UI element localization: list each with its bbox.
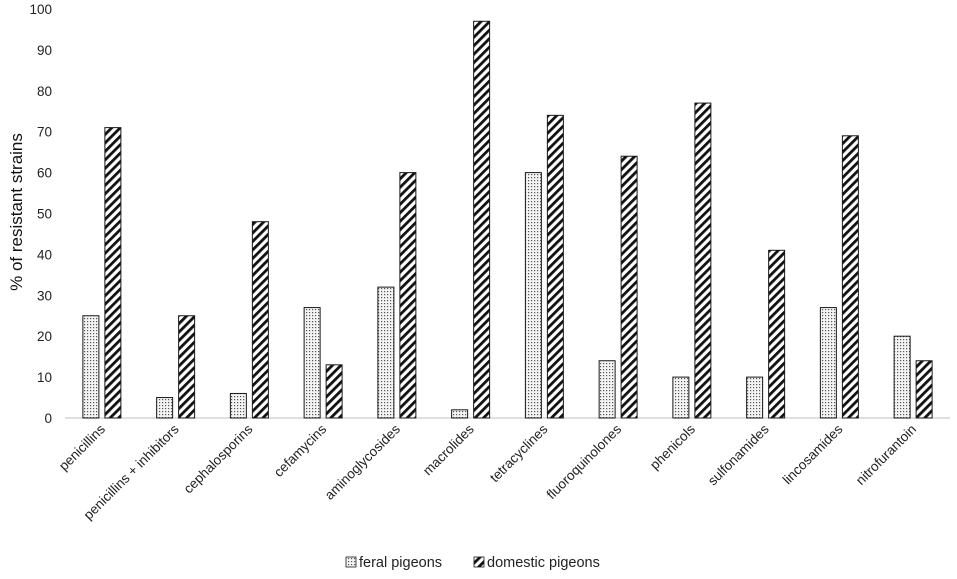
bar-domestic-7 — [620, 155, 638, 419]
bar-feral-2 — [229, 392, 247, 419]
bar-domestic-8 — [694, 102, 712, 419]
y-tick-label: 80 — [37, 84, 52, 99]
y-tick-label: 0 — [44, 411, 52, 426]
y-tick-label: 20 — [37, 329, 52, 344]
x-tick-label: penicillins — [56, 421, 108, 473]
bar-feral-5 — [451, 409, 469, 419]
bars — [82, 20, 933, 419]
bar-feral-6 — [524, 172, 542, 419]
legend-label-domestic: domestic pigeons — [487, 555, 600, 571]
x-tick-label: lincosamides — [780, 421, 846, 487]
bar-feral-1 — [156, 397, 174, 419]
bar-domestic-3 — [325, 364, 343, 419]
bar-domestic-2 — [251, 221, 269, 419]
bar-feral-3 — [303, 307, 321, 419]
y-axis: 0 10 20 30 40 50 60 70 80 90 100 — [29, 2, 52, 426]
bar-domestic-9 — [768, 249, 786, 419]
y-tick-label: 100 — [29, 2, 52, 17]
y-tick-label: 40 — [37, 247, 52, 262]
x-tick-label: sulfonamides — [705, 421, 772, 488]
legend-label-feral: feral pigeons — [359, 555, 442, 571]
bar-feral-9 — [746, 376, 764, 419]
x-tick-label: fluoroquinolones — [544, 421, 625, 502]
x-tick-label: cefamycins — [271, 421, 330, 480]
bar-feral-11 — [893, 335, 911, 419]
x-tick-label: macrolides — [420, 421, 477, 478]
bar-domestic-1 — [178, 315, 196, 419]
y-tick-label: 90 — [37, 43, 52, 58]
y-tick-label: 50 — [37, 207, 52, 222]
bar-feral-10 — [819, 307, 837, 419]
bar-domestic-11 — [915, 360, 933, 419]
legend: feral pigeons domestic pigeons — [345, 555, 600, 571]
x-tick-label: aminoglycosides — [322, 421, 403, 502]
bar-domestic-4 — [399, 172, 417, 419]
y-tick-label: 30 — [37, 288, 52, 303]
x-tick-label: cephalosporins — [181, 421, 256, 496]
bar-feral-0 — [82, 315, 100, 419]
bar-feral-8 — [672, 376, 690, 419]
bar-domestic-10 — [841, 135, 859, 419]
bar-domestic-6 — [546, 114, 564, 419]
bar-domestic-5 — [473, 20, 491, 419]
x-tick-label: nitrofurantoin — [853, 422, 919, 488]
bar-feral-4 — [377, 286, 395, 419]
bar-domestic-0 — [104, 127, 122, 419]
y-axis-title: % of resistant strains — [7, 133, 26, 291]
legend-swatch-feral — [345, 556, 357, 568]
legend-swatch-domestic — [473, 556, 485, 568]
bar-feral-7 — [598, 360, 616, 419]
x-tick-label: phenicols — [647, 421, 698, 472]
y-tick-label: 60 — [37, 166, 52, 181]
y-tick-label: 70 — [37, 125, 52, 140]
x-tick-label: tetracyclines — [487, 421, 551, 485]
y-tick-label: 10 — [37, 370, 52, 385]
